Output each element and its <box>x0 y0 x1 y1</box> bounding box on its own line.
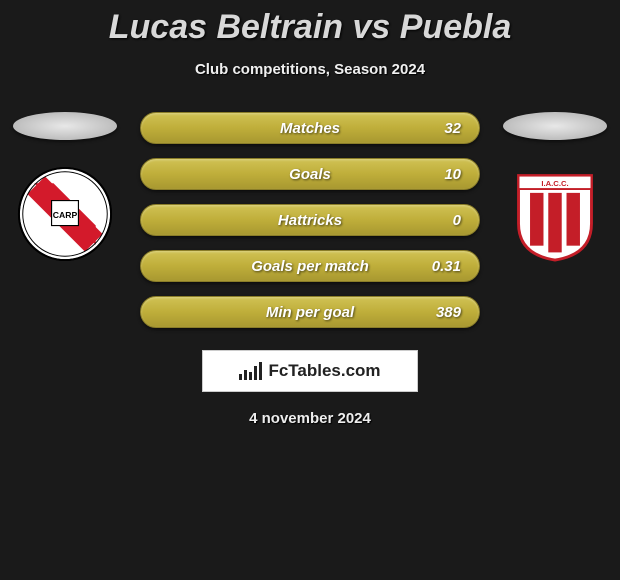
right-ellipse-platform <box>503 112 607 140</box>
right-team-crest: I.A.C.C. <box>507 166 603 262</box>
chart-bars-icon <box>239 362 262 380</box>
stat-row-goals-per-match: Goals per match 0.31 <box>140 250 480 282</box>
stat-label: Min per goal <box>159 304 421 321</box>
stat-row-goals: Goals 10 <box>140 158 480 190</box>
river-plate-crest-icon: CARP <box>17 166 113 262</box>
instituto-crest-icon: I.A.C.C. <box>507 166 603 262</box>
svg-text:I.A.C.C.: I.A.C.C. <box>541 179 568 188</box>
stats-column: Matches 32 Goals 10 Hattricks 0 Goals pe… <box>140 112 480 328</box>
date-text: 4 november 2024 <box>0 410 620 427</box>
stat-row-hattricks: Hattricks 0 <box>140 204 480 236</box>
stat-row-matches: Matches 32 <box>140 112 480 144</box>
brand-box: FcTables.com <box>202 350 418 392</box>
brand-text: FcTables.com <box>268 361 380 381</box>
stat-value: 10 <box>421 166 461 183</box>
stat-value: 389 <box>421 304 461 321</box>
right-side: I.A.C.C. <box>500 112 610 262</box>
left-side: CARP <box>10 112 120 262</box>
svg-text:CARP: CARP <box>53 210 78 220</box>
stat-value: 0.31 <box>421 258 461 275</box>
left-team-crest: CARP <box>17 166 113 262</box>
page-title: Lucas Beltrain vs Puebla <box>0 0 620 47</box>
stat-label: Matches <box>159 120 421 137</box>
stat-label: Goals per match <box>159 258 421 275</box>
content-row: CARP Matches 32 Goals 10 Hattricks 0 Goa… <box>0 112 620 328</box>
stat-value: 0 <box>421 212 461 229</box>
left-ellipse-platform <box>13 112 117 140</box>
stat-row-min-per-goal: Min per goal 389 <box>140 296 480 328</box>
stat-label: Goals <box>159 166 421 183</box>
stat-value: 32 <box>421 120 461 137</box>
stat-label: Hattricks <box>159 212 421 229</box>
subtitle: Club competitions, Season 2024 <box>0 61 620 78</box>
